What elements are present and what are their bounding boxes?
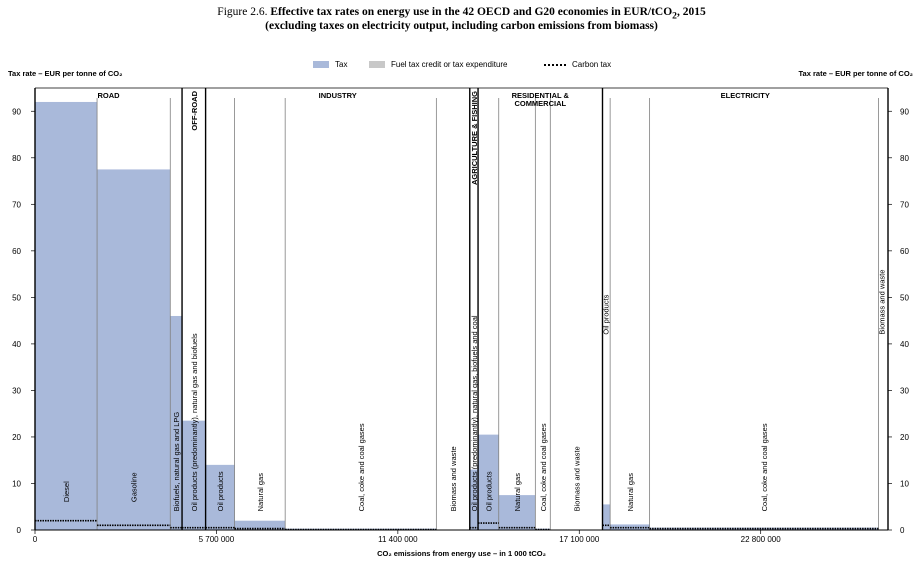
tax-bar-9 — [478, 434, 499, 530]
y-tick-right-70: 70 — [900, 200, 909, 209]
segment-label-12: Biomass and waste — [572, 446, 581, 511]
tax-bar-11 — [535, 528, 551, 530]
y-tick-right-60: 60 — [900, 247, 909, 256]
segment-label-7: Biomass and waste — [449, 446, 458, 511]
segment-label-0: Diesel — [62, 481, 71, 502]
sector-label-4-line2: COMMERCIAL — [514, 99, 566, 108]
segment-label-3: Oil products (predominantly), natural ga… — [190, 333, 199, 511]
y-tick-right-10: 10 — [900, 479, 909, 488]
y-tick-left-10: 10 — [12, 479, 21, 488]
figure-number: Figure 2.6. — [217, 6, 268, 18]
sector-label-5: ELECTRICITY — [721, 91, 770, 100]
segment-label-11: Coal, coke and coal gases — [539, 423, 548, 511]
segment-label-4: Oil products — [216, 471, 225, 511]
y-tick-right-20: 20 — [900, 433, 909, 442]
y-tick-right-40: 40 — [900, 340, 909, 349]
sector-label-2: INDUSTRY — [319, 91, 357, 100]
segment-label-6: Coal, coke and coal gases — [357, 423, 366, 511]
y-tick-right-0: 0 — [900, 526, 905, 535]
y-tick-left-30: 30 — [12, 386, 21, 395]
tax-bar-2 — [170, 315, 183, 530]
legend-carbon-label: Carbon tax — [572, 60, 612, 69]
tax-bar-1 — [97, 169, 171, 530]
segment-label-16: Biomass and waste — [877, 270, 886, 335]
tax-bar-10 — [498, 495, 536, 530]
segment-label-15: Coal, coke and coal gases — [760, 423, 769, 511]
legend-credit: Fuel tax credit or tax expenditure — [369, 60, 508, 69]
segment-label-14: Natural gas — [626, 473, 635, 512]
y-axis-title-left: Tax rate – EUR per tonne of CO₂ — [8, 69, 123, 78]
x-tick-3: 17 100 000 — [559, 535, 600, 544]
segment-label-13: Oil products — [601, 294, 610, 334]
chart-title: Figure 2.6. Effective tax rates on energ… — [0, 5, 923, 23]
sector-label-0: ROAD — [97, 91, 120, 100]
x-tick-1: 5 700 000 — [199, 535, 235, 544]
tax-bar-3 — [182, 420, 206, 530]
legend-credit-label: Fuel tax credit or tax expenditure — [391, 60, 508, 69]
figure-title-sub: 2 — [672, 10, 677, 22]
x-tick-0: 0 — [33, 535, 38, 544]
legend-tax-label: Tax — [335, 60, 348, 69]
y-tick-right-80: 80 — [900, 154, 909, 163]
segment-label-2: Biofuels, natural gas and LPG — [172, 412, 181, 512]
tax-bar-5 — [234, 520, 286, 530]
tax-bar-13 — [602, 504, 611, 530]
y-axis-title-right: Tax rate – EUR per tonne of CO₂ — [798, 69, 913, 78]
y-tick-left-20: 20 — [12, 433, 21, 442]
segment-label-5: Natural gas — [256, 473, 265, 512]
figure-title-suffix: , 2015 — [676, 6, 706, 18]
segment-label-9: Oil products — [484, 471, 493, 511]
x-tick-4: 22 800 000 — [741, 535, 782, 544]
y-tick-right-90: 90 — [900, 107, 909, 116]
y-tick-left-90: 90 — [12, 107, 21, 116]
tax-bar-14 — [610, 524, 650, 530]
y-tick-left-80: 80 — [12, 154, 21, 163]
tax-bar-0 — [35, 101, 98, 531]
segment-label-10: Natural gas — [513, 473, 522, 512]
figure-title: Effective tax rates on energy use in the… — [270, 6, 673, 18]
y-tick-left-0: 0 — [17, 526, 22, 535]
tax-bar-8 — [469, 469, 479, 530]
x-tick-2: 11 400 000 — [378, 535, 418, 544]
sector-label-3: AGRICULTURE & FISHING — [470, 91, 479, 185]
legend-credit-swatch — [369, 61, 385, 69]
segment-label-8: Oil products (predominantly), natural ga… — [470, 315, 479, 511]
y-tick-left-60: 60 — [12, 247, 21, 256]
tax-bar-4 — [205, 464, 235, 530]
legend-tax: Tax — [313, 60, 347, 69]
x-axis-title: CO₂ emissions from energy use – in 1 000… — [377, 549, 546, 558]
y-tick-left-50: 50 — [12, 293, 21, 302]
segment-label-1: Gasoline — [130, 472, 139, 502]
legend-carbon-swatch — [544, 63, 566, 66]
y-tick-left-70: 70 — [12, 200, 21, 209]
sector-label-4: RESIDENTIAL & — [512, 91, 570, 100]
legend-carbon: Carbon tax — [544, 60, 611, 69]
y-tick-left-40: 40 — [12, 340, 21, 349]
sector-label-1: OFF-ROAD — [190, 90, 199, 130]
legend-tax-swatch — [313, 61, 329, 69]
tax-bar-15 — [649, 527, 879, 530]
y-tick-right-50: 50 — [900, 293, 909, 302]
y-tick-right-30: 30 — [900, 386, 909, 395]
chart-subtitle: (excluding taxes on electricity output, … — [265, 20, 658, 32]
